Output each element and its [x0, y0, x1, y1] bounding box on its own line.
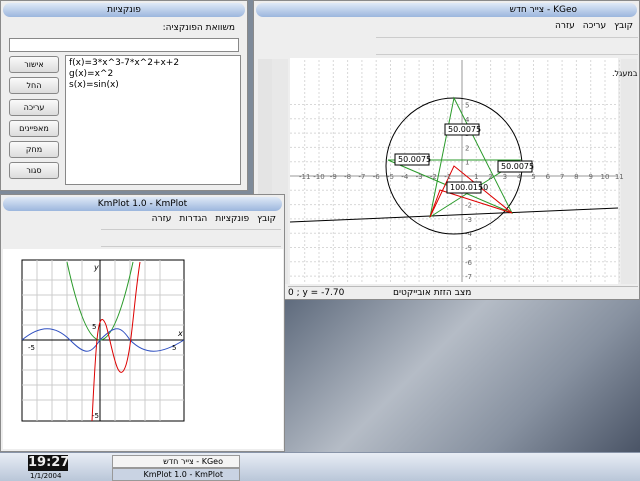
task-label: צייר חדש - KGeo	[163, 457, 223, 466]
y-tick-label: -2	[465, 202, 472, 210]
x-tick-label: 9	[588, 173, 592, 181]
equation-input[interactable]	[9, 38, 239, 52]
function-item[interactable]: s(x)=sin(x)	[69, 80, 119, 90]
title-bar: KmPlot 1.0 - KmPlot	[3, 197, 282, 211]
button[interactable]: מאפיינים	[9, 120, 59, 137]
pentagram	[387, 96, 522, 219]
x-tick-label: 2	[488, 173, 492, 181]
function-item[interactable]: f(x)=3*x^3-7*x^2+x+2	[69, 58, 180, 68]
kgeo-canvas	[290, 58, 618, 284]
window-title: צייר חדש - KGeo	[509, 5, 577, 15]
title-bar: פונקציות	[3, 3, 245, 17]
task-label: KmPlot 1.0 - KmPlot	[143, 470, 223, 479]
toolbar	[101, 229, 281, 247]
clock: 19:27	[28, 455, 70, 471]
x-tick-label: -6	[373, 173, 381, 181]
menu-item[interactable]: פונקציות	[215, 214, 250, 224]
x-tick-label: -11	[299, 173, 310, 181]
x-tick-label: 10	[601, 173, 610, 181]
menu-item[interactable]: עזרה	[151, 214, 172, 224]
status-bar: 0 ; y = -7.70 מצב הזזת אובייקטים	[288, 286, 638, 299]
menu-item[interactable]: עזרה	[555, 21, 575, 31]
angle-label-box	[444, 123, 480, 136]
x-tick-label: -2	[430, 173, 437, 181]
x-tick-label: -9	[330, 173, 337, 181]
y-tick-label: -6	[465, 259, 473, 267]
y-tick-label: 4	[465, 116, 470, 124]
y-tick-label: 5	[465, 102, 469, 110]
window-title: KmPlot 1.0 - KmPlot	[97, 199, 188, 209]
tool-column	[621, 59, 637, 284]
x-tick-label: 11	[615, 173, 624, 181]
central-angle	[429, 165, 513, 218]
status-coords: 0 ; y = -7.70	[288, 288, 345, 298]
x-tick-label: -8	[344, 173, 351, 181]
x-tick-label: 3	[503, 173, 507, 181]
f-curve	[91, 261, 141, 422]
x-tick-label: -1	[444, 173, 451, 181]
x-tick-label: 5	[531, 173, 535, 181]
caption: זוית השעטנת על הקשת הארוכה, שווה למחצית …	[612, 69, 640, 78]
window-title: פונקציות	[107, 5, 141, 15]
x-tick-label: -5	[387, 173, 394, 181]
angle-label: 50.0075	[398, 155, 431, 164]
y-tick-label: -4	[465, 230, 473, 238]
y-tick-label: -7	[465, 273, 472, 281]
title-bar: צייר חדש - KGeo	[256, 3, 637, 17]
menu-item[interactable]: קובץ	[257, 214, 276, 224]
x-tick-label: -7	[358, 173, 365, 181]
y-tick-label: 1	[465, 159, 469, 167]
menu-item[interactable]: הגדרות	[179, 214, 208, 224]
functions-dialog: פונקציות משוואת הפונקציה: f(x)=3*x^3-7*x…	[0, 0, 248, 191]
y-tick-label: -3	[465, 216, 472, 224]
x-tick-label: -4	[401, 173, 409, 181]
x-tick-label: 8	[574, 173, 578, 181]
angle-label-box	[394, 153, 430, 166]
button[interactable]: החל	[9, 77, 59, 94]
status-mode: מצב הזזת אובייקטים	[393, 288, 472, 298]
function-item[interactable]: g(x)=x^2	[69, 69, 114, 79]
y-axis-label: y	[93, 263, 99, 272]
x-tick-label: 7	[560, 173, 564, 181]
y-tick-label: 2	[465, 144, 469, 152]
x-tick-label: 5	[172, 344, 176, 352]
y-tick-label: 5	[92, 323, 96, 331]
x-tick-label: -10	[313, 173, 324, 181]
y-tick-label: -5	[465, 245, 472, 253]
angle-label-box	[497, 160, 533, 173]
menu-item[interactable]: עריכה	[582, 21, 607, 31]
line	[289, 207, 619, 223]
toolbar	[376, 37, 638, 55]
date: 1/1/2004	[30, 472, 62, 480]
button[interactable]: סגור	[9, 162, 59, 179]
inscribed-angle	[429, 189, 513, 218]
x-tick-label: 1	[474, 173, 478, 181]
button[interactable]: מחק	[9, 141, 59, 158]
x-tick-label: -3	[416, 173, 423, 181]
x-tick-label: 4	[517, 173, 522, 181]
button[interactable]: אישור	[9, 56, 59, 73]
angle-label: 50.0075	[448, 125, 481, 134]
x-axis-label: x	[177, 329, 183, 338]
menu-item[interactable]: קובץ	[614, 21, 633, 31]
y-tick-label: -5	[92, 412, 99, 420]
task-button[interactable]: צייר חדש - KGeo	[112, 455, 240, 468]
s-curve	[21, 328, 185, 352]
button[interactable]: עריכה	[9, 99, 59, 116]
equation-label: משוואת הפונקציה:	[162, 23, 235, 33]
function-list[interactable]: f(x)=3*x^3-7*x^2+x+2 g(x)=x^2 s(x)=sin(x)	[65, 55, 241, 185]
x-tick-label: 6	[546, 173, 551, 181]
angle-label: 100.0150	[450, 183, 488, 192]
x-tick-label: -5	[28, 344, 35, 352]
angle-label: 50.0075	[501, 162, 534, 171]
photo-wallpaper	[285, 300, 640, 452]
angle-label-box	[446, 181, 482, 194]
taskbar: 19:27 1/1/2004 צייר חדש - KGeo KmPlot 1.…	[0, 452, 640, 481]
